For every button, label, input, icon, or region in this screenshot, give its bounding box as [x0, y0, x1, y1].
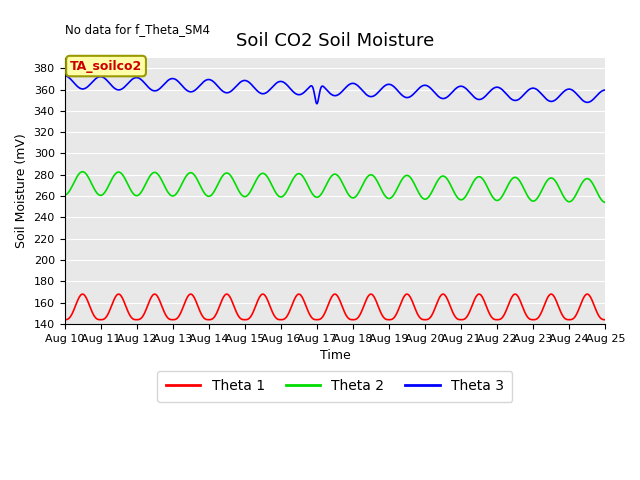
X-axis label: Time: Time	[319, 349, 350, 362]
Line: Theta 2: Theta 2	[65, 172, 605, 203]
Theta 3	[154, 87, 162, 93]
Theta 3	[122, 83, 130, 88]
Legend: Theta 1, Theta 2, Theta 3: Theta 1, Theta 2, Theta 3	[157, 371, 513, 401]
Theta 2	[61, 192, 68, 198]
Line: Theta 3: Theta 3	[65, 76, 605, 104]
Y-axis label: Soil Moisture (mV): Soil Moisture (mV)	[15, 133, 28, 248]
Theta 2	[79, 169, 86, 175]
Theta 1	[591, 304, 598, 310]
Theta 2	[602, 200, 609, 205]
Theta 1	[602, 317, 609, 323]
Theta 1	[79, 291, 86, 297]
Line: Theta 1: Theta 1	[65, 294, 605, 320]
Theta 2	[591, 185, 598, 191]
Theta 3	[268, 84, 276, 90]
Theta 1	[532, 316, 540, 322]
Theta 2	[292, 173, 300, 179]
Theta 1	[268, 308, 276, 314]
Theta 3	[602, 87, 609, 93]
Theta 3	[313, 101, 321, 107]
Text: No data for f_Theta_SM4: No data for f_Theta_SM4	[65, 23, 209, 36]
Theta 2	[532, 196, 540, 202]
Text: TA_soilco2: TA_soilco2	[70, 60, 142, 72]
Title: Soil CO2 Soil Moisture: Soil CO2 Soil Moisture	[236, 33, 434, 50]
Theta 2	[268, 183, 276, 189]
Theta 1	[292, 294, 300, 300]
Theta 1	[122, 305, 130, 311]
Theta 1	[61, 317, 68, 323]
Theta 2	[155, 172, 163, 178]
Theta 3	[291, 91, 299, 96]
Theta 1	[155, 295, 163, 301]
Theta 2	[122, 179, 130, 184]
Theta 3	[61, 73, 68, 79]
Theta 3	[591, 95, 598, 101]
Theta 3	[532, 86, 540, 92]
